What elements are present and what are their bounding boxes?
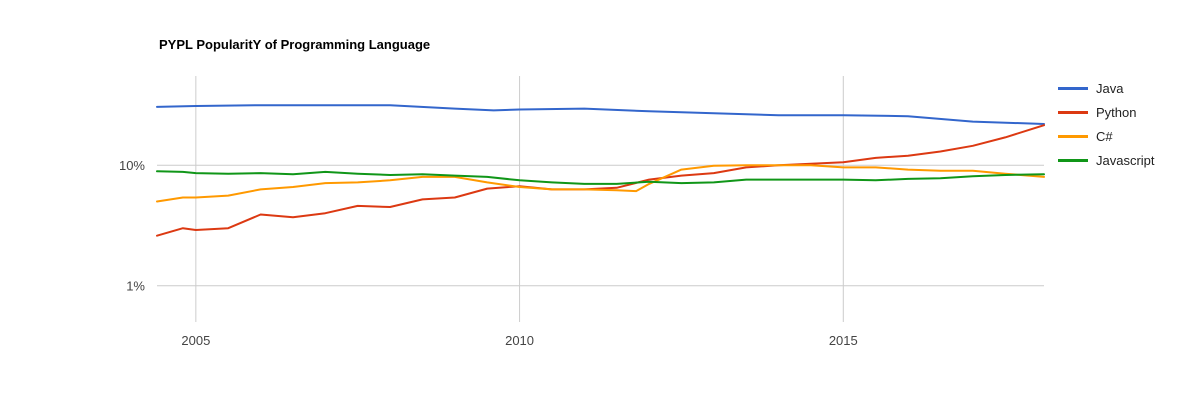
legend-item: Java: [1058, 76, 1155, 100]
x-tick-label: 2015: [829, 333, 858, 348]
legend-item: Javascript: [1058, 148, 1155, 172]
legend-label: Javascript: [1096, 152, 1155, 168]
y-tick-label: 1%: [126, 279, 145, 294]
series-line-c-: [156, 164, 1045, 203]
series-line-python: [156, 124, 1045, 237]
legend-item: C#: [1058, 124, 1155, 148]
legend-swatch: [1058, 158, 1088, 162]
legend-item: Python: [1058, 100, 1155, 124]
grid: [157, 76, 1044, 322]
chart-legend: Java Python C# Javascript: [1058, 76, 1155, 172]
x-tick-label: 2010: [505, 333, 534, 348]
legend-label: Python: [1096, 104, 1137, 120]
chart-title: PYPL PopularitY of Programming Language: [159, 37, 431, 52]
series-line-java: [156, 104, 1045, 125]
y-tick-label: 10%: [119, 158, 145, 173]
legend-swatch: [1058, 134, 1088, 138]
legend-swatch: [1058, 86, 1088, 90]
legend-label: Java: [1096, 80, 1124, 96]
legend-swatch: [1058, 110, 1088, 114]
series-lines: [156, 104, 1045, 237]
legend-label: C#: [1096, 128, 1113, 144]
x-tick-label: 2005: [181, 333, 210, 348]
series-line-javascript: [156, 170, 1045, 185]
tick-labels: 2005 2010 2015 1% 10%: [119, 158, 858, 348]
